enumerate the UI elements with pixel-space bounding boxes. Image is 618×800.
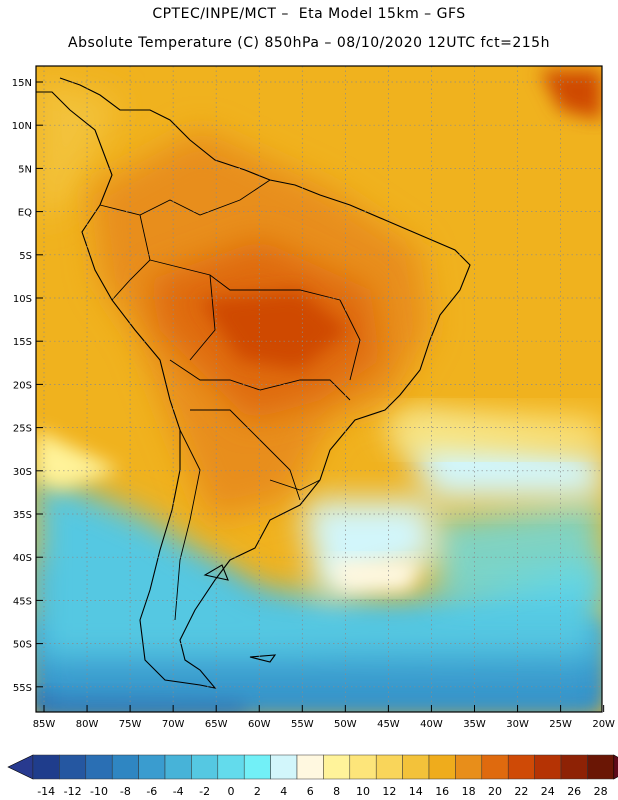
lat-label: 40S <box>13 553 32 564</box>
lat-label: 20S <box>13 380 32 391</box>
legend-color-box <box>402 754 430 780</box>
latitude-labels: 15N 10N 5N EQ 5S 10S 15S 20S 25S 30S 35S 40S 45S 50S 5… <box>12 78 43 694</box>
lat-label: 25S <box>13 424 32 435</box>
legend-color-box <box>85 754 113 780</box>
legend-label: 24 <box>541 785 555 798</box>
legend-label: 4 <box>280 785 287 798</box>
legend-color-box <box>59 754 87 780</box>
legend-color-box <box>296 754 324 780</box>
legend-label: 0 <box>228 785 235 798</box>
legend-color-box <box>217 754 245 780</box>
lat-label: 45S <box>13 596 32 607</box>
lon-label: 55W <box>291 719 314 730</box>
lon-label: 40W <box>420 719 443 730</box>
coastline <box>36 77 471 689</box>
lat-label: 15N <box>12 78 32 89</box>
legend-color-box <box>349 754 377 780</box>
legend-color-box <box>243 754 271 780</box>
legend-color-box <box>138 754 166 780</box>
legend-color-box <box>455 754 483 780</box>
legend-label: 12 <box>382 785 396 798</box>
legend-over-arrow <box>613 754 618 780</box>
legend-label: -14 <box>37 785 55 798</box>
longitude-labels: 85W 80W 75W 70W 65W 60W 55W 50W 45W 40W 35W 30W 25W 2… <box>33 705 615 730</box>
legend-color-box <box>270 754 298 780</box>
lon-label: 20W <box>592 719 615 730</box>
legend-under-arrow <box>7 754 34 780</box>
legend-label: -8 <box>120 785 131 798</box>
legend-color-box <box>323 754 351 780</box>
lat-label: 30S <box>13 467 32 478</box>
lon-label: 30W <box>506 719 529 730</box>
lat-label: 10N <box>12 121 32 132</box>
legend-label: 14 <box>409 785 423 798</box>
lon-label: 50W <box>334 719 357 730</box>
lat-label: 50S <box>13 640 32 651</box>
legend-label: 10 <box>356 785 370 798</box>
lat-label: 35S <box>13 510 32 521</box>
chart-title-line-2: Absolute Temperature (C) 850hPa – 08/10/… <box>68 35 550 51</box>
legend-label: -10 <box>90 785 108 798</box>
lat-label: 15S <box>13 337 32 348</box>
lon-label: 65W <box>205 719 228 730</box>
legend-color-box <box>507 754 535 780</box>
lon-label: 80W <box>76 719 99 730</box>
lon-label: 35W <box>463 719 486 730</box>
legend-label: 8 <box>333 785 340 798</box>
lon-label: 45W <box>377 719 400 730</box>
legend-color-box <box>375 754 403 780</box>
chart-title-line-1: CPTEC/INPE/MCT – Eta Model 15km – GFS <box>152 6 466 22</box>
country-borders <box>99 179 361 621</box>
lat-label: 10S <box>13 294 32 305</box>
legend-label: 20 <box>488 785 502 798</box>
legend-label: 28 <box>594 785 608 798</box>
legend-label: 18 <box>462 785 476 798</box>
legend-color-box <box>481 754 509 780</box>
lat-label: 5S <box>19 251 32 262</box>
lat-label: 5N <box>18 164 32 175</box>
legend-label: 2 <box>254 785 261 798</box>
legend-label: -4 <box>173 785 184 798</box>
legend-color-box <box>534 754 562 780</box>
legend-color-box <box>191 754 219 780</box>
legend-label: 6 <box>307 785 314 798</box>
legend-color-box <box>587 754 615 780</box>
lon-label: 75W <box>119 719 142 730</box>
legend-label: 26 <box>567 785 581 798</box>
legend-color-box <box>164 754 192 780</box>
map-frame <box>35 65 603 713</box>
lon-label: 85W <box>33 719 56 730</box>
legend-color-box <box>111 754 139 780</box>
legend-color-box <box>428 754 456 780</box>
legend-label: -12 <box>64 785 82 798</box>
legend-label: 22 <box>514 785 528 798</box>
legend-label: -2 <box>199 785 210 798</box>
lon-label: 60W <box>248 719 271 730</box>
legend-color-box <box>32 754 60 780</box>
lat-label: EQ <box>18 208 32 219</box>
legend-label: 16 <box>435 785 449 798</box>
legend-label: -6 <box>146 785 157 798</box>
lon-label: 25W <box>549 719 572 730</box>
lon-label: 70W <box>162 719 185 730</box>
legend-color-box <box>560 754 588 780</box>
lat-label: 55S <box>13 683 32 694</box>
